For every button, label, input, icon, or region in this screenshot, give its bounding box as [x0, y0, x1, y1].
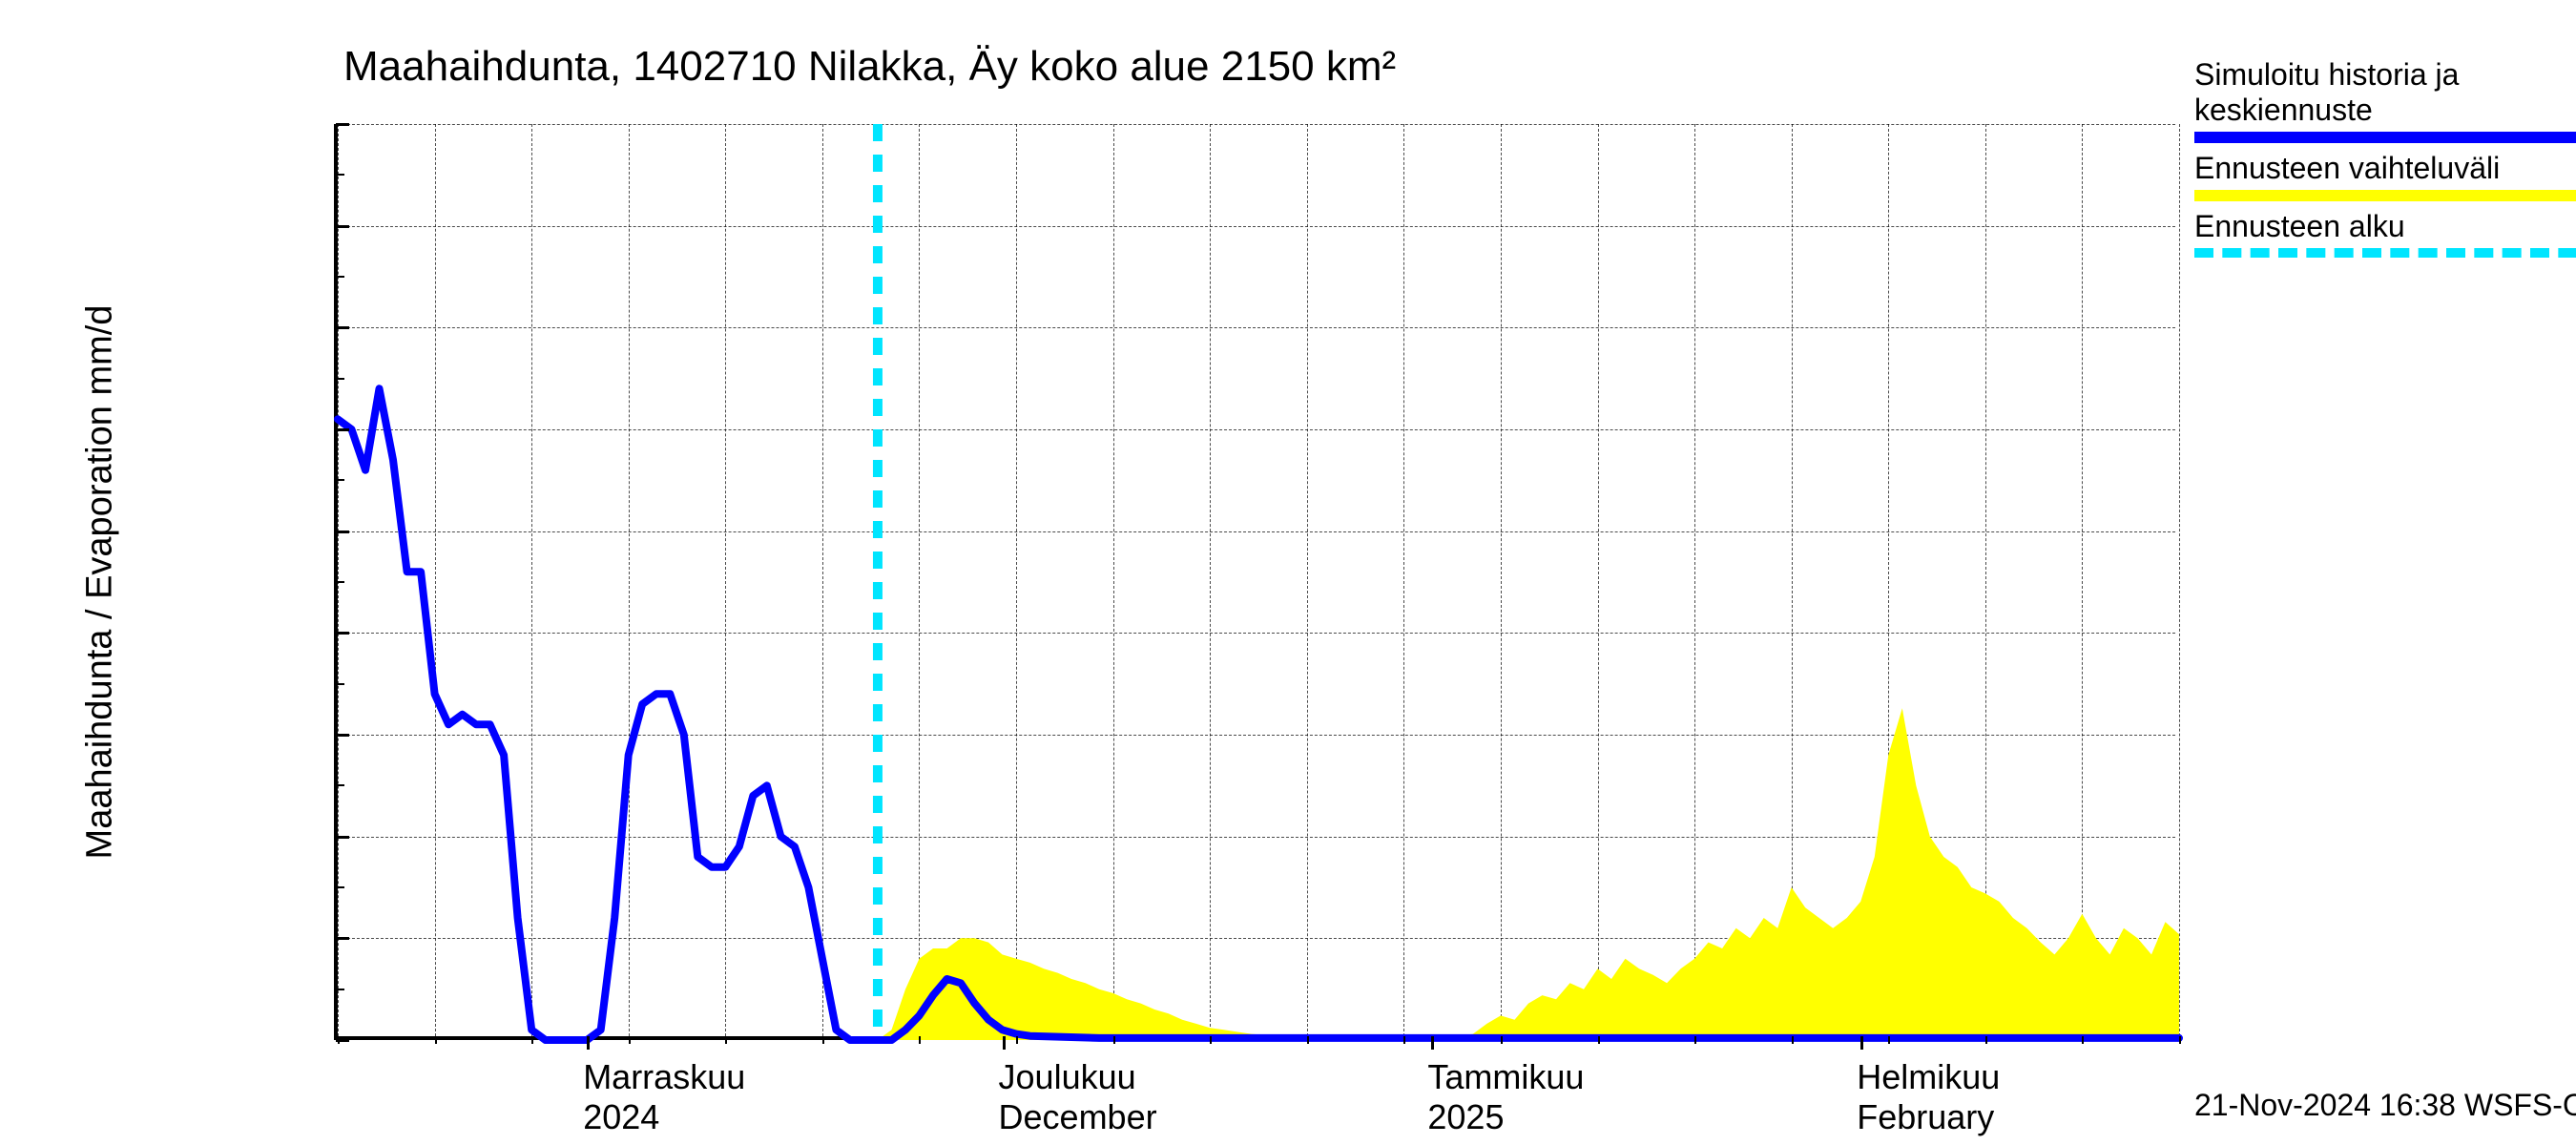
- y-tick-label: 0.30: [0, 409, 322, 449]
- legend-label: keskiennuste: [2194, 93, 2576, 128]
- legend-swatch: [2194, 190, 2576, 201]
- legend-swatch: [2194, 132, 2576, 143]
- footer-timestamp: 21-Nov-2024 16:38 WSFS-O: [2194, 1088, 2576, 1123]
- y-tick-label: 0.10: [0, 817, 322, 857]
- legend-label: Simuloitu historia ja: [2194, 57, 2576, 93]
- plot-area: [334, 124, 2175, 1040]
- x-tick-label: Tammikuu2025: [1427, 1057, 1584, 1137]
- legend-entry: Ennusteen alku: [2194, 209, 2576, 258]
- y-tick-label: 0.20: [0, 613, 322, 653]
- y-tick-label: 0.35: [0, 307, 322, 347]
- y-tick-label: 0.05: [0, 918, 322, 958]
- y-tick-label: 0.00: [0, 1020, 322, 1060]
- y-tick-label: 0.40: [0, 206, 322, 246]
- legend-entry: Ennusteen vaihteluväli: [2194, 151, 2576, 201]
- forecast-band: [878, 708, 2179, 1040]
- y-tick-label: 0.25: [0, 511, 322, 552]
- x-tick-label: HelmikuuFebruary: [1857, 1057, 2000, 1137]
- legend: Simuloitu historia jakeskiennuste Ennuste…: [2194, 57, 2576, 265]
- legend-entry: Simuloitu historia jakeskiennuste: [2194, 57, 2576, 143]
- legend-swatch: [2194, 248, 2576, 258]
- y-tick-label: 0.45: [0, 104, 322, 144]
- data-layer: [338, 124, 2179, 1040]
- y-tick-label: 0.15: [0, 715, 322, 755]
- x-tick-label: Marraskuu2024: [583, 1057, 745, 1137]
- legend-label: Ennusteen vaihteluväli: [2194, 151, 2576, 186]
- figure: Maahaihdunta, 1402710 Nilakka, Äy koko a…: [0, 0, 2576, 1145]
- x-tick-label: JoulukuuDecember: [999, 1057, 1157, 1137]
- chart-title: Maahaihdunta, 1402710 Nilakka, Äy koko a…: [343, 43, 1396, 91]
- y-axis-label: Maahaihdunta / Evaporation mm/d: [80, 305, 121, 860]
- legend-label: Ennusteen alku: [2194, 209, 2576, 244]
